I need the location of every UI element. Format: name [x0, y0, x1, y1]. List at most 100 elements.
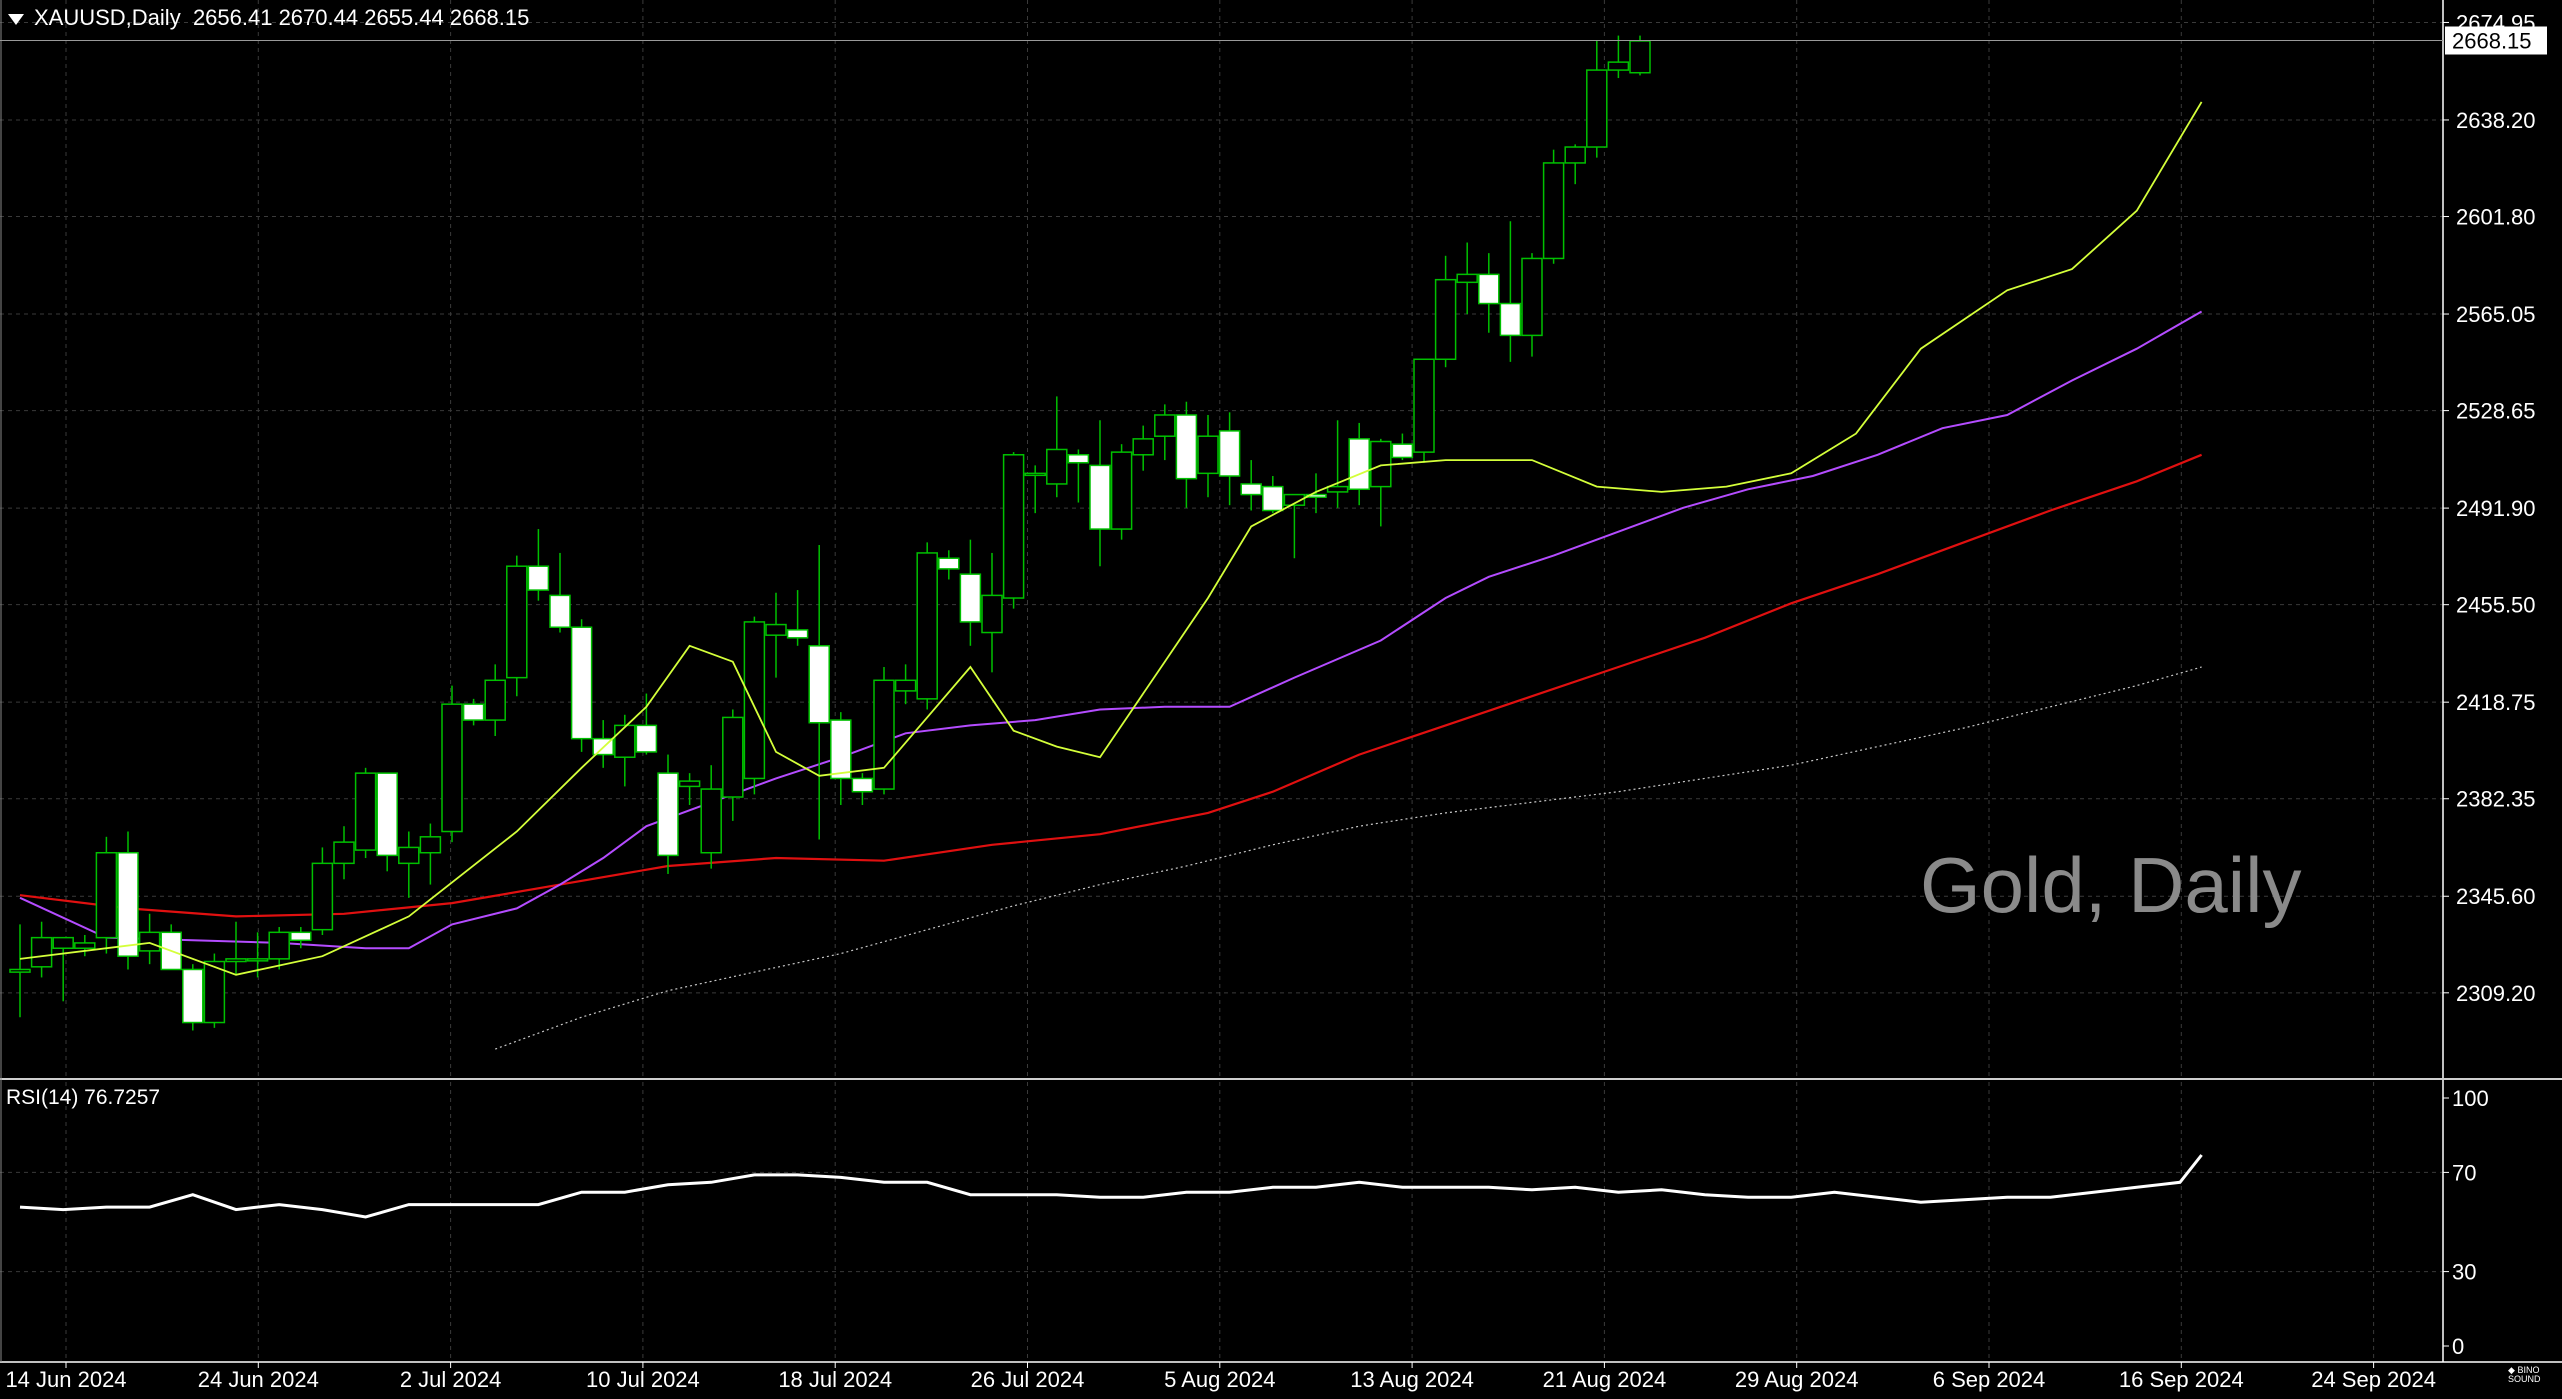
candle-body: [786, 629, 809, 639]
rsi-indicator-label: RSI(14) 76.7257: [6, 1086, 161, 1109]
candle-body: [527, 565, 550, 591]
candle-body: [938, 557, 960, 570]
y-tick-label: 2491.90: [2456, 496, 2536, 521]
candle-body: [376, 772, 398, 857]
x-tick-label: 24 Sep 2024: [2311, 1367, 2436, 1392]
candle-body: [1564, 146, 1586, 164]
candle-body: [203, 960, 226, 1024]
candle-body: [765, 623, 787, 636]
broker-logo: ◆ BINO SOUND: [2508, 1366, 2562, 1384]
rsi-y-tick-label: 70: [2452, 1160, 2476, 1185]
candle-body: [484, 679, 506, 721]
rsi-y-tick-label: 0: [2452, 1334, 2464, 1359]
candle-body: [1348, 438, 1370, 491]
candle-body: [1629, 40, 1651, 74]
y-tick-label: 2382.35: [2456, 787, 2536, 812]
y-tick-label: 2638.20: [2456, 108, 2536, 133]
y-tick-label: 2418.75: [2456, 690, 2536, 715]
candle-body: [354, 772, 377, 851]
candle-body: [570, 626, 593, 740]
symbol-label: XAUUSD,Daily: [34, 5, 181, 30]
x-tick-label: 6 Sep 2024: [1933, 1367, 2046, 1392]
candle-body: [1478, 273, 1500, 305]
x-tick-label: 18 Jul 2024: [778, 1367, 892, 1392]
candle-body: [1283, 493, 1306, 506]
candle-body: [52, 936, 74, 949]
x-tick-label: 24 Jun 2024: [198, 1367, 319, 1392]
candle-body: [808, 645, 830, 724]
candle-body: [9, 968, 31, 973]
candle-body: [1132, 438, 1154, 456]
x-tick-label: 21 Aug 2024: [1543, 1367, 1667, 1392]
candle-body: [1413, 358, 1435, 453]
candle-body: [1586, 69, 1608, 148]
y-tick-label: 2601.80: [2456, 205, 2536, 230]
candle-body: [635, 724, 658, 753]
ma-mid-line: [19, 310, 2203, 950]
rsi-y-tick-label: 30: [2452, 1260, 2476, 1285]
candle-body: [138, 931, 161, 952]
candle-body: [549, 594, 571, 628]
candle-body: [894, 679, 917, 692]
candle-body: [398, 846, 420, 865]
candle-body: [333, 841, 355, 865]
x-tick-label: 16 Sep 2024: [2119, 1367, 2244, 1392]
y-tick-label: 2565.05: [2456, 302, 2536, 327]
candle-body: [268, 931, 290, 960]
x-tick-label: 26 Jul 2024: [971, 1367, 1085, 1392]
ma-long-line: [494, 666, 2202, 1050]
candle-body: [246, 958, 269, 962]
candle-body: [1089, 464, 1111, 530]
candle-body: [290, 931, 312, 942]
chart-watermark: Gold, Daily: [1920, 841, 2302, 929]
candle-body: [506, 565, 528, 679]
candle-body: [1110, 451, 1133, 530]
logo-text: BINO SOUND: [2508, 1365, 2541, 1384]
x-tick-label: 10 Jul 2024: [586, 1367, 700, 1392]
candle-body: [1240, 483, 1262, 496]
logo-icon: ◆: [2508, 1365, 2515, 1375]
candle-body: [1607, 61, 1630, 71]
candle-body: [462, 703, 485, 721]
candle-body: [311, 862, 334, 931]
rsi-line: [19, 1154, 2203, 1219]
candle-body: [678, 780, 701, 788]
ma-slow-line: [19, 453, 2203, 918]
y-tick-label: 2455.50: [2456, 593, 2536, 618]
candle-body: [95, 851, 118, 939]
chart-header: XAUUSD,Daily 2656.41 2670.44 2655.44 266…: [4, 5, 529, 31]
y-tick-label: 2528.65: [2456, 399, 2536, 424]
candle-body: [30, 936, 53, 968]
candle-body: [1024, 472, 1046, 477]
rsi-y-tick-label: 100: [2452, 1086, 2489, 1111]
current-price-box: [2445, 26, 2547, 55]
dropdown-arrow-icon[interactable]: [8, 13, 24, 25]
candle-body: [700, 788, 722, 854]
candle-body: [1154, 414, 1176, 437]
candle-body: [1197, 435, 1219, 475]
candle-body: [1002, 454, 1025, 599]
candle-body: [614, 724, 636, 758]
candle-body: [1434, 278, 1457, 361]
candle-body: [1218, 430, 1241, 477]
candle-body: [1067, 454, 1090, 464]
ohlc-readout: 2656.41 2670.44 2655.44 2668.15: [192, 5, 530, 30]
candle-body: [1326, 485, 1349, 493]
current-price-label: 2668.15: [2452, 29, 2532, 54]
candle-body: [722, 716, 744, 798]
candle-body: [1542, 162, 1565, 260]
candle-body: [959, 573, 982, 623]
x-tick-label: 14 Jun 2024: [5, 1367, 126, 1392]
candle-body: [981, 594, 1003, 634]
ma-fast-line: [19, 101, 2203, 976]
candle-body: [441, 703, 463, 833]
candle-body: [873, 679, 895, 790]
x-tick-label: 29 Aug 2024: [1735, 1367, 1859, 1392]
candle-body: [851, 777, 874, 793]
x-tick-label: 2 Jul 2024: [400, 1367, 502, 1392]
x-tick-label: 13 Aug 2024: [1350, 1367, 1474, 1392]
candle-body: [117, 851, 139, 957]
candle-body: [1456, 273, 1478, 284]
candle-body: [1391, 443, 1414, 459]
